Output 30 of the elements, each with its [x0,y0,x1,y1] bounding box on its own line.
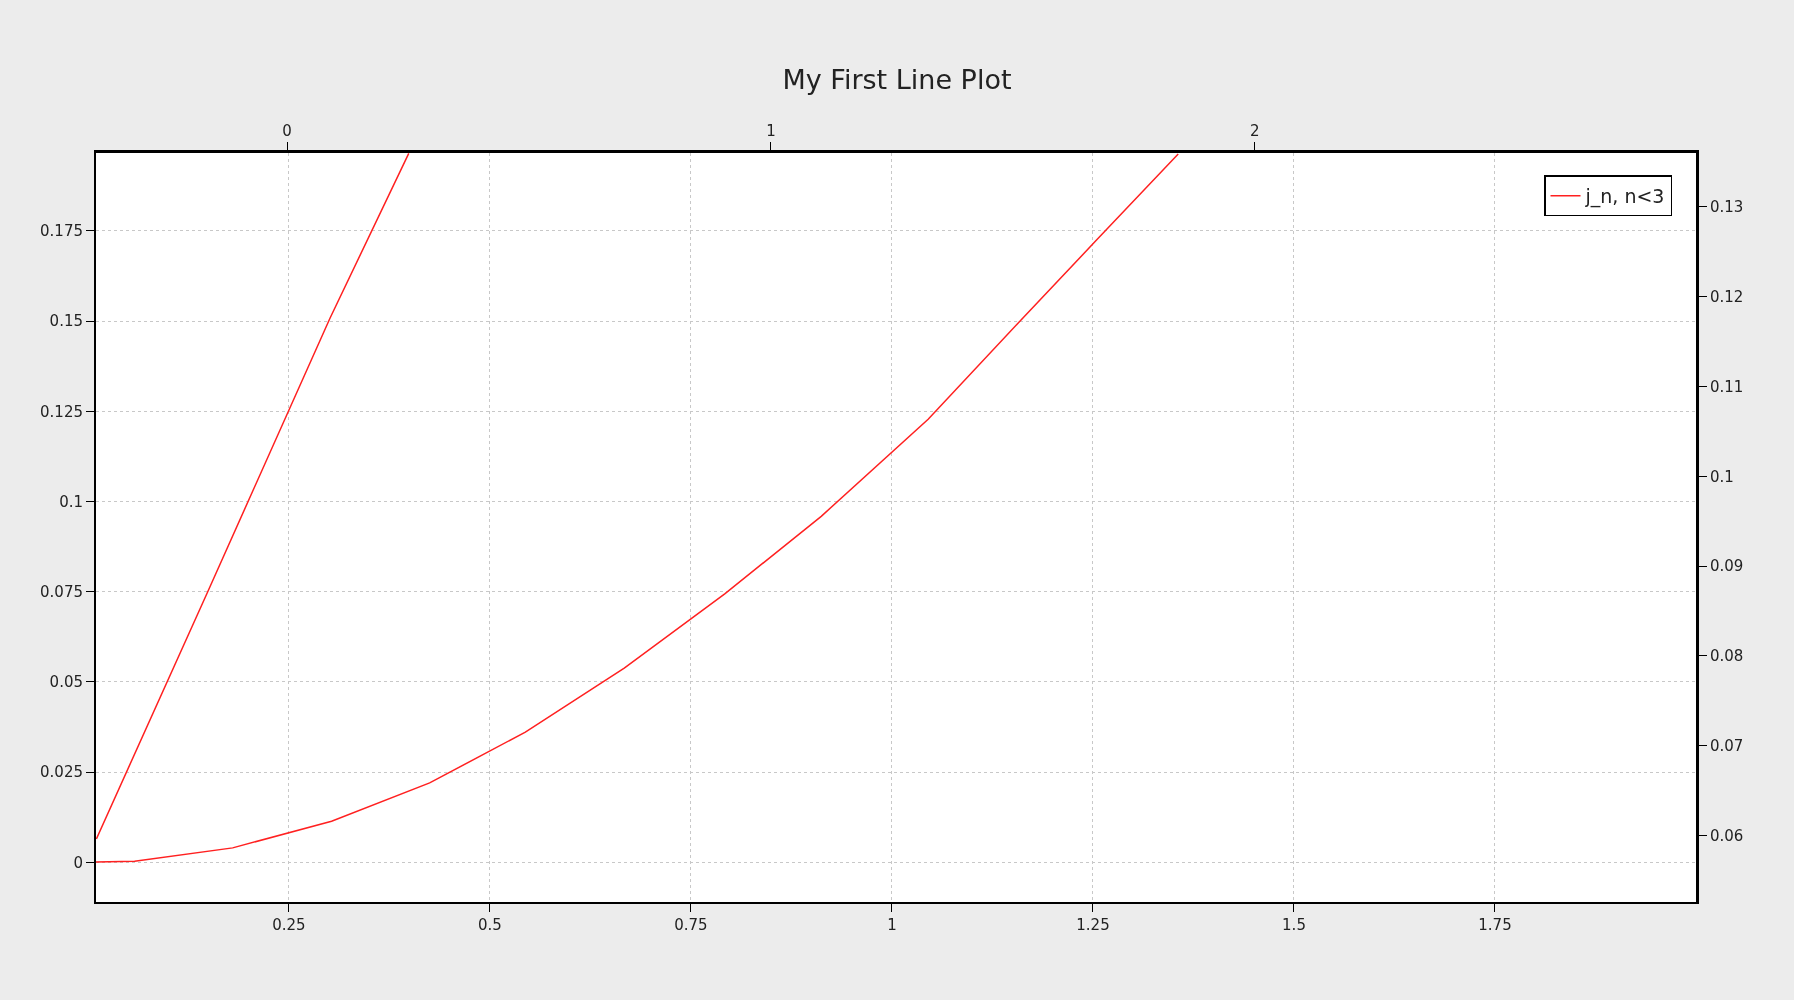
y-tick-label: 0.075 [40,582,83,601]
y2-tick-label: 0.11 [1710,377,1744,396]
y2-tick-label: 0.07 [1710,736,1744,755]
y-tick-label: 0.05 [49,673,83,692]
y-tick-label: 0.025 [40,763,83,782]
y-tick-label: 0 [73,853,83,872]
x-tick-label: 1 [887,916,897,934]
y2-tick-label: 0.09 [1710,557,1744,576]
y-tick-label: 0.1 [59,492,83,511]
y-tick-label: 0.175 [40,222,83,241]
y2-tick-label: 0.12 [1710,287,1744,306]
x2-tick-label: 1 [766,122,776,140]
x-tick-label: 1.5 [1282,916,1306,934]
x-tick-label: 0.75 [674,916,708,934]
x2-tick-label: 2 [1249,122,1260,140]
y2-tick-label: 0.1 [1710,467,1734,486]
y2-tick-label: 0.08 [1710,647,1744,666]
chart-title: My First Line Plot [782,64,1012,96]
x2-tick-label: 0 [282,122,292,140]
legend-label: j_n, n<3 [1584,185,1665,209]
line-series [96,153,1179,863]
x-tick-label: 1.75 [1478,916,1512,934]
x-tick-label: 0.25 [272,916,306,934]
line-series [96,153,410,840]
y2-tick-label: 0.06 [1710,826,1744,845]
y-tick-label: 0.125 [40,402,83,421]
y2-tick-label: 0.13 [1710,198,1744,217]
x-tick-label: 0.5 [478,916,502,934]
x-tick-label: 1.25 [1076,916,1110,934]
y-tick-label: 0.15 [49,312,83,331]
